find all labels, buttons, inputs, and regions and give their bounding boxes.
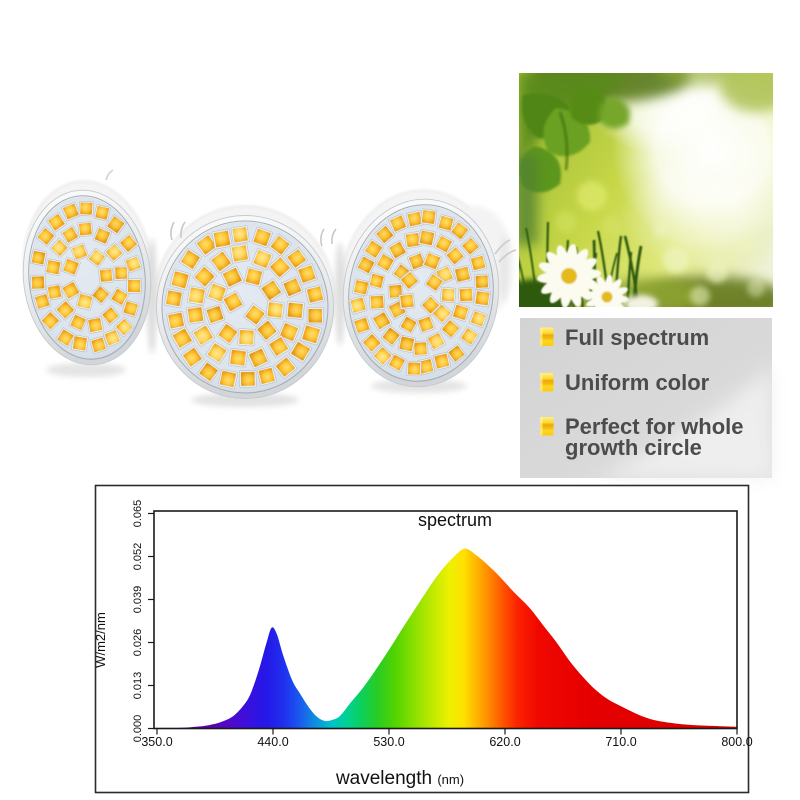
svg-text:Perfect for whole: Perfect for whole (565, 414, 743, 439)
svg-text:spectrum: spectrum (418, 510, 492, 530)
svg-text:Uniform color: Uniform color (565, 370, 710, 395)
svg-text:wavelength (nm): wavelength (nm) (335, 768, 464, 789)
svg-text:0.052: 0.052 (132, 543, 144, 571)
svg-text:620.0: 620.0 (489, 735, 520, 749)
svg-text:800.0: 800.0 (721, 735, 752, 749)
svg-text:710.0: 710.0 (605, 735, 636, 749)
svg-text:0.065: 0.065 (132, 500, 144, 528)
svg-text:W/m2/nm: W/m2/nm (93, 612, 108, 668)
svg-text:530.0: 530.0 (373, 735, 404, 749)
svg-text:0.039: 0.039 (132, 586, 144, 614)
svg-text:350.0: 350.0 (141, 735, 172, 749)
svg-text:0.026: 0.026 (132, 629, 144, 657)
svg-text:growth circle: growth circle (565, 435, 702, 460)
svg-text:440.0: 440.0 (257, 735, 288, 749)
svg-text:0.000: 0.000 (132, 715, 144, 743)
svg-text:0.013: 0.013 (132, 672, 144, 700)
svg-text:Full spectrum: Full spectrum (565, 325, 709, 350)
